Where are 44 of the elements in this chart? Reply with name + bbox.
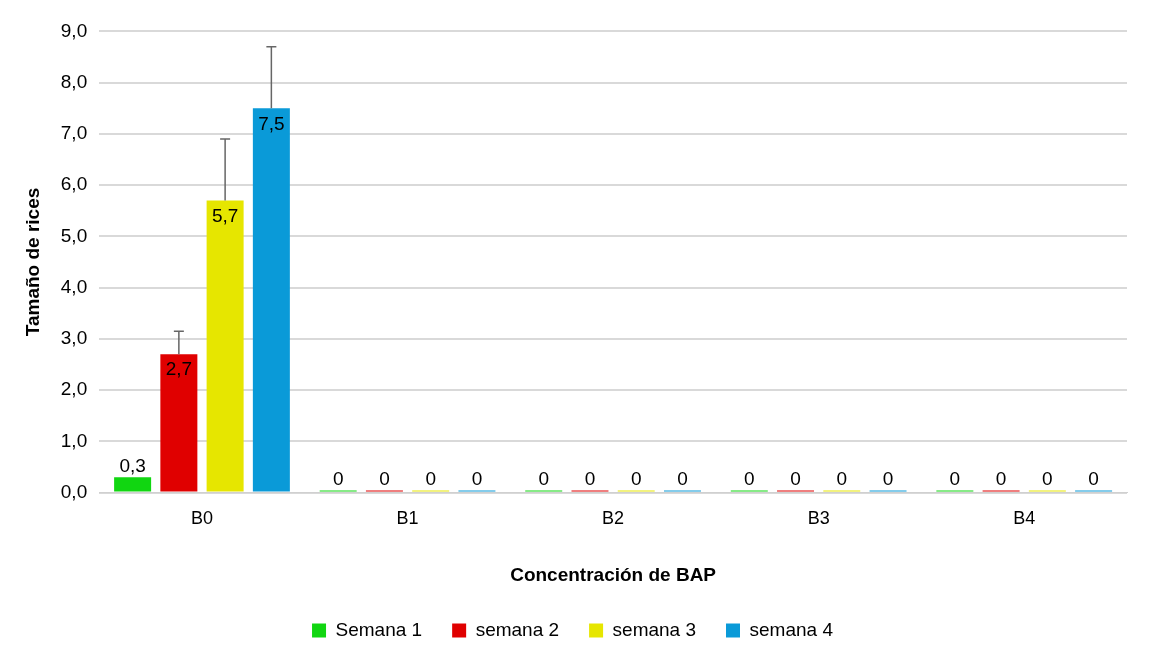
y-axis-title: Tamaño de rices [21,187,43,337]
data-label: 0,3 [119,454,146,476]
data-label: 5,7 [211,204,239,226]
data-label: 0 [677,468,688,490]
legend-label: semana 3 [612,618,697,640]
data-label: 0 [538,468,550,490]
x-tick-label: B4 [1013,508,1036,529]
y-tick-label: 3,0 [60,327,88,349]
bar [206,200,244,492]
data-label: 0 [630,468,642,490]
data-label: 0 [949,468,961,490]
y-tick-label: 7,0 [60,122,88,144]
data-label: 0 [790,468,801,490]
data-label: 0 [379,468,390,490]
data-label: 0 [1042,468,1053,490]
data-label: 2,7 [165,358,193,380]
data-label: 0 [425,468,436,490]
x-axis-title: Concentración de BAP [510,563,717,585]
y-tick-label: 8,0 [60,70,88,92]
legend-label: semana 2 [475,618,560,640]
data-label: 0 [584,468,596,490]
x-tick-label: B3 [807,508,830,529]
y-tick-label: 6,0 [60,173,88,195]
data-label: 0 [995,468,1007,490]
bar [252,108,290,492]
data-label: 0 [744,468,755,490]
y-tick-label: 9,0 [60,19,88,41]
data-label: 7,5 [258,112,285,134]
data-label: 0 [882,468,894,490]
y-tick-label: 1,0 [60,429,88,451]
y-tick-label: 0,0 [60,480,88,502]
legend-label: semana 4 [749,618,834,640]
data-label: 0 [836,468,848,490]
data-label: 0 [471,468,483,490]
x-tick-label: B0 [190,508,214,529]
legend-label: Semana 1 [335,618,423,640]
bar [160,354,198,492]
data-label: 0 [1088,468,1099,490]
y-tick-label: 5,0 [60,224,88,246]
data-label: 0 [332,468,344,490]
y-tick-label: 4,0 [60,275,88,297]
x-tick-label: B1 [396,508,419,529]
y-tick-label: 2,0 [60,378,88,400]
x-tick-label: B2 [602,508,625,529]
